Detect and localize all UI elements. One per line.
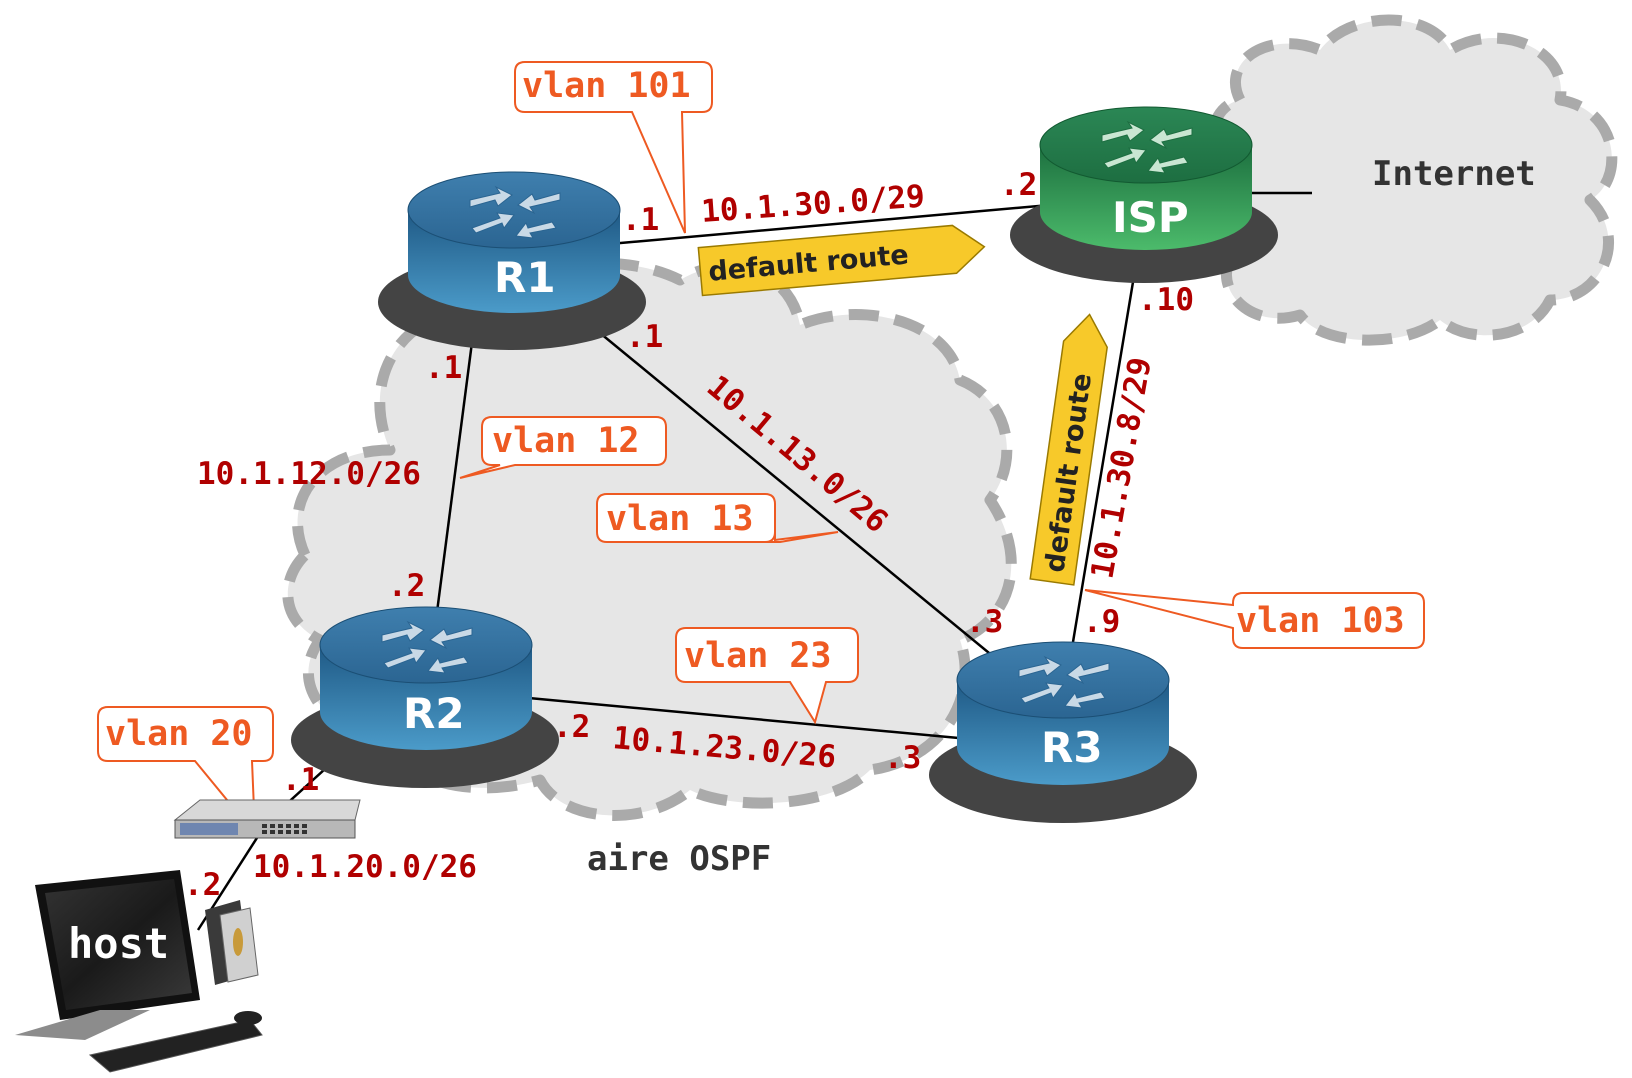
iface-r1-to-r3: .1 xyxy=(626,319,663,355)
vlan-12-label: vlan 12 xyxy=(492,421,640,461)
vlan-13-callout: vlan 13 xyxy=(596,493,839,543)
iface-r3-to-r2: .3 xyxy=(884,740,921,776)
default-route-banner-r1: default route xyxy=(697,224,986,297)
router-arrows-icon xyxy=(1018,655,1110,709)
iface-r3-to-isp: .9 xyxy=(1083,604,1120,640)
vlan-103-label: vlan 103 xyxy=(1236,601,1405,641)
router-isp-label: ISP xyxy=(1112,193,1189,242)
router-arrows-icon xyxy=(469,185,561,239)
vlan-101-callout: vlan 101 xyxy=(514,61,713,234)
iface-r2-to-r3: .2 xyxy=(553,709,590,745)
iface-isp-to-r1: .2 xyxy=(1000,167,1037,203)
router-isp[interactable]: ISP xyxy=(1010,106,1278,283)
vlan-13-label: vlan 13 xyxy=(606,499,754,539)
subnet-r1-r2: 10.1.12.0/26 xyxy=(197,456,421,492)
router-r2-label: R2 xyxy=(403,689,465,738)
router-r1-label: R1 xyxy=(494,253,556,302)
iface-host-to-r2: .2 xyxy=(184,867,221,903)
router-r3-label: R3 xyxy=(1041,723,1103,772)
switch-icon xyxy=(173,799,361,839)
link-r1-r2 xyxy=(435,295,480,613)
router-r3[interactable]: R3 xyxy=(929,641,1197,823)
host-label: host xyxy=(68,919,169,968)
iface-r3-to-r1: .3 xyxy=(966,604,1003,640)
link-r2-r3 xyxy=(517,695,981,742)
link-r1-r3 xyxy=(554,295,1001,663)
subnet-r1-isp: 10.1.30.0/29 xyxy=(700,178,926,230)
ospf-area-label: aire OSPF xyxy=(587,839,771,879)
router-arrows-icon xyxy=(1101,120,1193,174)
link-r3-isp xyxy=(1070,239,1142,649)
vlan-23-label: vlan 23 xyxy=(684,636,832,676)
vlan-20-label: vlan 20 xyxy=(105,714,253,754)
host-computer[interactable]: host xyxy=(15,870,263,1073)
router-arrows-icon xyxy=(381,620,473,674)
router-r2[interactable]: R2 xyxy=(291,606,559,788)
iface-r1-to-r2: .1 xyxy=(425,350,462,386)
internet-label: Internet xyxy=(1372,154,1536,194)
vlan-12-callout: vlan 12 xyxy=(459,416,667,479)
iface-r2-to-r1: .2 xyxy=(388,568,425,604)
iface-isp-to-r3: .10 xyxy=(1138,282,1194,318)
iface-r2-to-host: .1 xyxy=(282,762,319,798)
internet-cloud xyxy=(1196,14,1618,346)
router-r1[interactable]: R1 xyxy=(378,171,646,350)
vlan-103-callout: vlan 103 xyxy=(1084,589,1425,649)
vlan-23-callout: vlan 23 xyxy=(675,627,859,725)
vlan-101-label: vlan 101 xyxy=(522,66,691,106)
subnet-r2-host: 10.1.20.0/26 xyxy=(253,849,477,885)
iface-r1-to-isp: .1 xyxy=(622,202,659,238)
link-r1-isp xyxy=(597,203,1051,247)
